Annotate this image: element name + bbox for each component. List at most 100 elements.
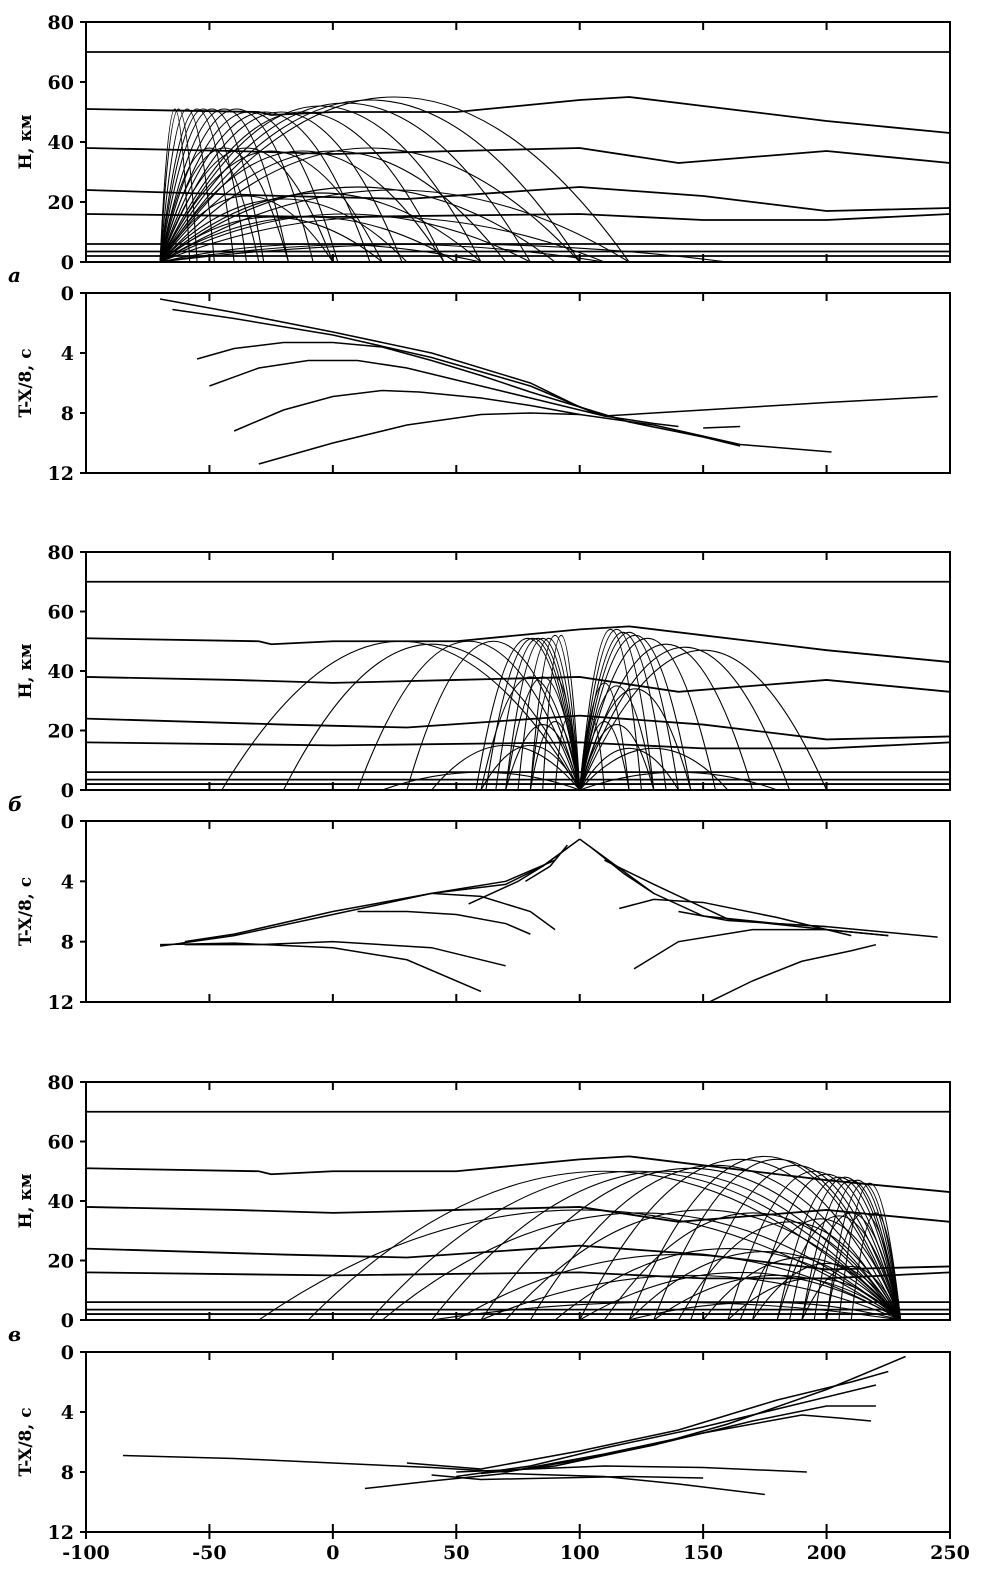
seismic-ray bbox=[739, 1218, 902, 1320]
seismic-ray bbox=[159, 147, 581, 262]
travel-time-curve bbox=[468, 847, 568, 905]
y-tick-label: 0 bbox=[61, 1310, 74, 1332]
seismic-ray bbox=[159, 195, 334, 262]
layer-boundary bbox=[86, 1271, 950, 1280]
travel-time-curve bbox=[159, 298, 938, 417]
seismic-ray bbox=[579, 718, 605, 790]
y-tick-label: 20 bbox=[48, 1251, 74, 1273]
seismic-ray bbox=[517, 638, 581, 790]
seismic-ray bbox=[431, 1301, 901, 1320]
seismic-ray bbox=[579, 685, 655, 790]
plot-area bbox=[86, 1110, 950, 1320]
seismic-ray bbox=[850, 1212, 902, 1320]
seismic-ray bbox=[801, 1212, 902, 1320]
seismic-ray bbox=[159, 108, 198, 262]
y-tick-label: 20 bbox=[48, 721, 74, 743]
seismic-ray bbox=[505, 724, 581, 790]
y-axis-label: T-X/8, с bbox=[16, 1407, 36, 1476]
seismic-ray bbox=[480, 676, 581, 790]
seismic-ray bbox=[579, 721, 630, 790]
seismic-ray bbox=[381, 1212, 901, 1320]
seismic-ray bbox=[579, 1159, 902, 1320]
travel-time-curve bbox=[184, 940, 506, 967]
seismic-ray bbox=[159, 243, 728, 262]
y-axis-label: H, км bbox=[16, 643, 36, 698]
seismic-ray bbox=[357, 640, 581, 790]
seismic-ray bbox=[505, 676, 581, 790]
seismic-ray bbox=[159, 102, 531, 262]
y-axis-label: T-X/8, с bbox=[16, 877, 36, 946]
travel-time-curve bbox=[619, 898, 852, 937]
seismic-ray bbox=[221, 640, 581, 790]
seismic-ray bbox=[579, 637, 717, 790]
y-tick-label: 80 bbox=[48, 12, 74, 34]
seismic-ray bbox=[690, 1165, 902, 1320]
seismic-ray bbox=[159, 108, 191, 262]
y-axis-label: H, км bbox=[16, 114, 36, 169]
seismic-ray bbox=[159, 108, 289, 262]
travel-time-curve bbox=[364, 1472, 765, 1496]
x-tick-label: -100 bbox=[62, 1542, 110, 1564]
travel-time-curve bbox=[456, 1384, 877, 1478]
layer-boundary bbox=[86, 1206, 950, 1223]
seismic-ray bbox=[480, 1167, 902, 1320]
seismic-ray bbox=[159, 150, 445, 262]
seismic-ray bbox=[456, 1254, 901, 1320]
seismic-ray bbox=[159, 99, 581, 262]
seismic-ray bbox=[789, 1176, 902, 1320]
seismic-ray bbox=[159, 108, 248, 262]
travel-time-curve bbox=[678, 910, 827, 928]
seismic-ray bbox=[159, 150, 383, 262]
seismic-ray bbox=[579, 682, 630, 790]
travel-time-curve bbox=[431, 1474, 704, 1481]
seismic-ray bbox=[579, 748, 679, 790]
seismic-ray bbox=[480, 1274, 901, 1320]
y-tick-label: 80 bbox=[48, 542, 74, 564]
plot-area bbox=[123, 1355, 906, 1496]
seismic-ray bbox=[801, 1265, 902, 1320]
seismic-ray bbox=[159, 216, 605, 262]
travel-time-curve bbox=[160, 942, 482, 993]
plot-area bbox=[159, 298, 938, 465]
y-axis-label: H, км bbox=[16, 1173, 36, 1228]
panel-letter: б bbox=[8, 792, 22, 816]
layer-boundary bbox=[86, 676, 950, 693]
travel-time-curve bbox=[525, 844, 568, 882]
travel-time-curve bbox=[633, 928, 889, 970]
y-tick-label: 80 bbox=[48, 1072, 74, 1094]
layer-boundary bbox=[86, 147, 950, 164]
panel-b-time: 0 4 8 12 T-X/8, с bbox=[16, 811, 951, 1014]
x-tick-label: 50 bbox=[443, 1542, 469, 1564]
seismic-ray bbox=[406, 640, 581, 790]
travel-time-curve bbox=[591, 847, 655, 895]
panel-letter: в bbox=[8, 1322, 21, 1346]
y-tick-label: 4 bbox=[61, 343, 74, 365]
plot-area bbox=[159, 838, 938, 1002]
y-tick-label: 0 bbox=[61, 780, 74, 802]
x-tick-label: 0 bbox=[326, 1542, 339, 1564]
seismic-ray bbox=[579, 747, 729, 790]
plot-frame bbox=[85, 820, 951, 1003]
seismic-ray bbox=[431, 745, 581, 790]
plot-area bbox=[86, 51, 950, 262]
seismic-ray bbox=[542, 635, 581, 790]
seismic-ray bbox=[628, 1301, 901, 1320]
seismic-ray bbox=[159, 108, 235, 262]
plot-frame bbox=[85, 292, 951, 474]
travel-time-curve bbox=[184, 859, 556, 943]
layer-boundary bbox=[86, 1244, 950, 1271]
y-tick-label: 12 bbox=[48, 992, 74, 1014]
seismic-ray bbox=[579, 628, 642, 790]
layer-boundary bbox=[86, 625, 950, 663]
seismic-ray bbox=[579, 724, 655, 790]
seismic-ray bbox=[485, 638, 581, 790]
seismic-ray bbox=[159, 108, 314, 262]
travel-time-curve bbox=[431, 892, 556, 931]
seismic-ray bbox=[702, 1257, 902, 1320]
panel-a-time: 0 4 8 12 T-X/8, с bbox=[16, 283, 951, 485]
seismic-ray bbox=[752, 1262, 902, 1320]
y-tick-label: 8 bbox=[61, 932, 74, 954]
travel-time-curve bbox=[505, 1414, 872, 1473]
y-tick-label: 60 bbox=[48, 1132, 74, 1154]
